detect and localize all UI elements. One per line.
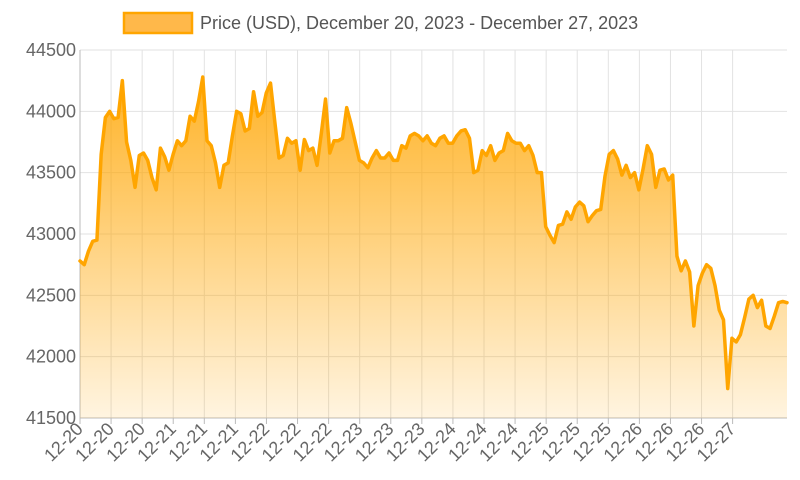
legend-swatch[interactable] [122,11,194,35]
legend-label: Price (USD), December 20, 2023 - Decembe… [200,13,638,33]
y-tick-label: 41500 [26,408,76,428]
x-axis: 12-2012-2012-2012-2112-2112-2112-2212-22… [40,417,787,465]
series-line [78,75,789,391]
y-tick-label: 44500 [26,40,76,60]
y-tick-label: 42000 [26,347,76,367]
legend[interactable]: Price (USD), December 20, 2023 - Decembe… [122,11,638,35]
y-tick-label: 42500 [26,285,76,305]
y-tick-label: 43000 [26,224,76,244]
series-area [80,76,787,419]
y-axis: 41500 42000 42500 43000 43500 44000 44500 [26,40,81,428]
y-tick-label: 44000 [26,101,76,121]
series-price [78,75,789,419]
y-tick-label: 43500 [26,163,76,183]
